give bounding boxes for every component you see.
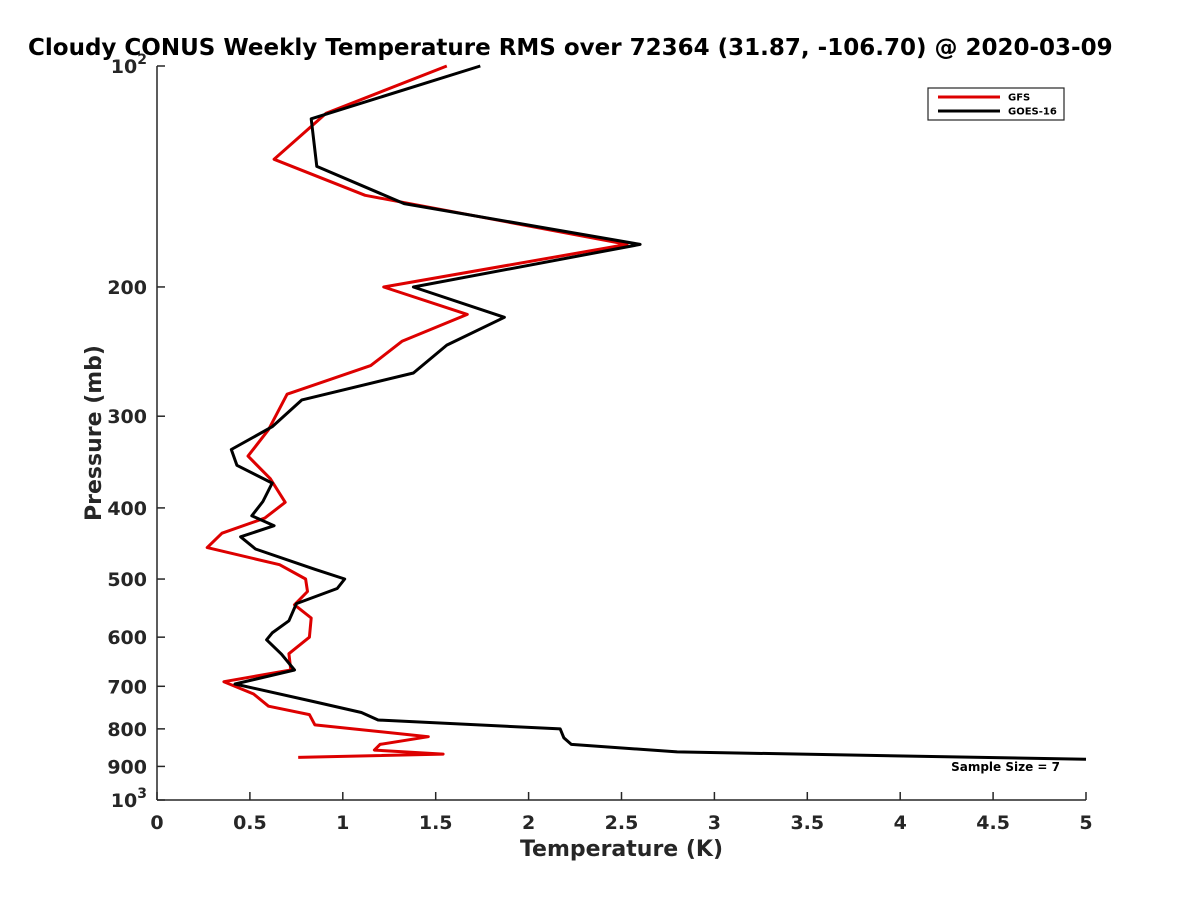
x-tick-label: 4.5 [976,812,1010,834]
y-tick-label: 800 [107,719,147,741]
legend-label-goes-16: GOES-16 [1008,107,1057,118]
x-tick-label: 1 [336,812,349,834]
y-tick-label: 103 [111,786,147,812]
y-tick-label: 900 [107,756,147,778]
chart-title: Cloudy CONUS Weekly Temperature RMS over… [28,35,1113,61]
legend: GFS GOES-16 [927,87,1065,121]
x-tick-label: 5 [1079,812,1092,834]
y-tick-label: 700 [107,676,147,698]
y-axis-ticks: 102 200 300 400 500 600 700 800 900 103 [107,52,165,812]
series-line-goes-16 [229,64,1087,761]
x-tick-label: 4 [894,812,907,834]
plot-area: 0 0.5 1 1.5 2 2.5 3 3.5 4 4.5 5 102 200 300 400 500 600… [107,52,1092,834]
x-tick-label: 3 [708,812,721,834]
y-tick-label: 200 [107,277,147,299]
series-line-gfs [205,64,629,759]
legend-frame [927,87,1065,121]
plot-frame [157,66,1086,800]
x-tick-label: 3.5 [790,812,824,834]
x-tick-label: 2.5 [605,812,639,834]
legend-label-gfs: GFS [1008,93,1030,104]
y-tick-label: 102 [111,52,147,78]
x-tick-label: 0.5 [233,812,267,834]
y-tick-label: 300 [107,406,147,428]
x-tick-label: 0 [150,812,163,834]
x-axis-label: Temperature (K) [520,837,723,862]
x-tick-label: 2 [522,812,535,834]
y-tick-label: 600 [107,627,147,649]
y-tick-label: 400 [107,498,147,520]
y-tick-label: 500 [107,569,147,591]
sample-size-annotation: Sample Size = 7 [951,760,1060,774]
x-axis-ticks: 0 0.5 1 1.5 2 2.5 3 3.5 4 4.5 5 [150,792,1093,834]
series-layer [205,64,1087,761]
x-tick-label: 1.5 [419,812,453,834]
y-axis-label: Pressure (mb) [82,345,107,521]
